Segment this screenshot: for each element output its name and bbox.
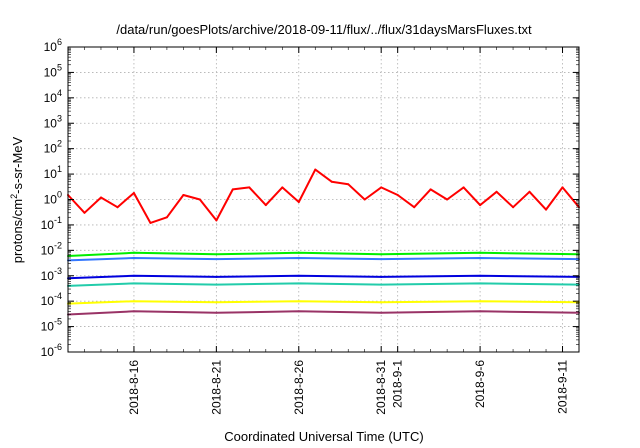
y-axis-label-pre: protons/cm xyxy=(10,199,25,263)
x-axis-label: Coordinated Universal Time (UTC) xyxy=(224,429,423,444)
series-3-point xyxy=(132,274,135,277)
series-2-point xyxy=(297,257,300,259)
series-4-point xyxy=(297,282,300,285)
series-1-point xyxy=(132,251,135,254)
series-1-point xyxy=(380,253,383,256)
series-0-point xyxy=(314,168,317,171)
series-0-point xyxy=(429,188,432,191)
series-1-point xyxy=(215,253,218,256)
series-lines xyxy=(67,168,580,316)
series-0-point xyxy=(198,198,201,201)
x-tick-label: 2018-9-6 xyxy=(473,360,487,408)
series-1-point xyxy=(297,251,300,254)
series-0-point xyxy=(545,208,547,211)
series-0-point xyxy=(347,183,350,186)
y-tick-label: 10-3 xyxy=(41,266,62,283)
series-2-point xyxy=(215,258,218,261)
series-3-point xyxy=(380,275,383,278)
series-1-point xyxy=(479,251,482,254)
series-0-point xyxy=(165,216,168,219)
series-0-point xyxy=(413,206,416,209)
chart-title: /data/run/goesPlots/archive/2018-09-11/f… xyxy=(116,22,532,37)
series-6-point xyxy=(380,311,383,314)
series-0-point xyxy=(182,194,185,196)
series-6-point xyxy=(132,310,135,313)
y-axis-label-post: -s-sr-MeV xyxy=(10,136,25,193)
series-4-point xyxy=(215,283,218,286)
series-5-point xyxy=(132,300,135,303)
series-3-point xyxy=(479,274,482,277)
y-tick-label: 10-5 xyxy=(41,317,62,334)
y-tick-label: 10-2 xyxy=(41,240,62,257)
series-0-point xyxy=(132,192,135,194)
series-4-point xyxy=(380,283,383,286)
series-line-0 xyxy=(67,168,580,224)
series-0-point xyxy=(281,186,284,189)
series-5-point xyxy=(215,301,218,304)
series-0-point xyxy=(495,190,498,193)
x-tick-label: 2018-9-11 xyxy=(556,360,570,414)
series-0-point xyxy=(479,204,482,207)
series-0-point xyxy=(248,186,251,189)
series-0-point xyxy=(149,221,152,224)
series-0-point xyxy=(83,211,86,214)
y-tick-label: 100 xyxy=(44,190,62,207)
series-5-point xyxy=(479,300,482,303)
y-tick-label: 103 xyxy=(44,113,62,130)
y-tick-label: 10-6 xyxy=(41,342,62,359)
x-tick-label: 2018-9-1 xyxy=(391,360,405,408)
x-tick-label: 2018-8-21 xyxy=(209,360,223,415)
series-0-point xyxy=(231,188,234,191)
x-tick-label: 2018-8-16 xyxy=(127,360,141,415)
y-tick-label: 10-1 xyxy=(41,215,62,232)
series-3-point xyxy=(215,275,218,278)
series-5-point xyxy=(297,300,300,303)
series-0-point xyxy=(380,186,383,189)
series-4-point xyxy=(132,282,135,285)
y-tick-label: 102 xyxy=(44,139,62,156)
series-6-point xyxy=(479,310,482,313)
y-tick-label: 105 xyxy=(44,62,62,79)
axis-ticks: 10-6 10-5 10-4 10-3 10-2 10-1 100 101 102 103 104 1… xyxy=(41,37,580,415)
series-3-point xyxy=(297,274,300,277)
series-5-point xyxy=(380,301,383,304)
series-6-point xyxy=(215,311,218,314)
series-2-point xyxy=(380,258,383,261)
series-0-point xyxy=(528,190,531,193)
y-tick-label: 10-4 xyxy=(41,291,62,308)
y-axis-label-sup: 2 xyxy=(9,194,19,199)
x-tick-label: 2018-8-31 xyxy=(374,360,388,415)
y-tick-label: 104 xyxy=(44,88,62,105)
series-0-point xyxy=(462,186,465,189)
y-axis-label: protons/cm2-s-sr-MeV xyxy=(9,136,25,263)
series-0-point xyxy=(215,219,218,222)
series-0-point xyxy=(264,204,267,207)
series-0-point xyxy=(297,201,300,203)
y-tick-label: 101 xyxy=(44,164,62,181)
series-0-point xyxy=(396,194,399,196)
series-0-point xyxy=(330,180,333,183)
series-2-point xyxy=(132,257,135,259)
series-0-point xyxy=(561,186,564,189)
series-0-point xyxy=(446,198,449,201)
series-0-point xyxy=(100,196,102,199)
x-tick-label: 2018-8-26 xyxy=(292,360,306,415)
y-tick-label: 106 xyxy=(44,37,62,54)
series-2-point xyxy=(479,257,482,259)
series-0-point xyxy=(363,198,366,201)
series-6-point xyxy=(297,310,300,313)
series-0-point xyxy=(116,206,119,209)
series-4-point xyxy=(479,282,482,285)
series-0-point xyxy=(512,206,515,209)
